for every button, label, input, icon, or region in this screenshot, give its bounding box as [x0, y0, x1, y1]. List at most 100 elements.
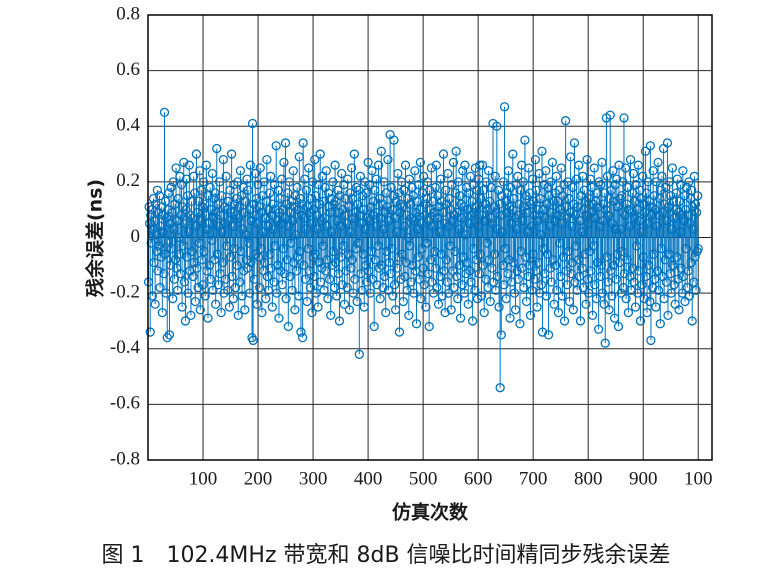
stem-marker	[240, 196, 251, 206]
stem-marker	[208, 285, 218, 295]
stem-marker	[349, 149, 359, 159]
stem-marker	[341, 218, 352, 229]
stem-marker	[252, 299, 262, 309]
stem-marker	[233, 177, 243, 187]
stem-marker	[536, 280, 547, 290]
stem-marker	[213, 280, 224, 290]
stem-marker	[438, 149, 449, 159]
stem-marker	[393, 168, 403, 179]
stem-marker	[246, 257, 256, 268]
stem-marker	[305, 282, 315, 293]
stem-marker	[225, 252, 236, 262]
stem-marker	[575, 316, 586, 326]
stem-marker	[177, 302, 187, 312]
stem-marker	[505, 182, 516, 193]
stem-marker	[620, 163, 631, 173]
stem-marker	[410, 166, 420, 176]
stem-marker	[448, 157, 459, 168]
stem-marker	[690, 252, 700, 262]
stem-marker	[169, 274, 180, 284]
stem-marker	[628, 168, 638, 179]
stem-marker	[589, 163, 599, 173]
stem-marker	[338, 205, 348, 215]
stem-marker	[300, 274, 311, 284]
stem-marker	[674, 196, 685, 206]
stem-marker	[475, 160, 485, 170]
stem-marker	[249, 274, 259, 284]
stem-marker	[474, 269, 484, 279]
stem-marker	[285, 271, 295, 282]
stem-marker	[376, 146, 386, 156]
stem-marker	[456, 213, 467, 223]
stem-marker	[630, 196, 640, 206]
stem-marker	[569, 138, 580, 148]
stem-marker	[496, 330, 506, 340]
stem-marker	[551, 260, 561, 270]
stem-marker	[399, 185, 409, 195]
stem-marker	[341, 266, 351, 276]
stem-marker	[513, 274, 523, 284]
stem-marker	[242, 174, 252, 184]
stem-marker	[197, 255, 207, 265]
stem-marker	[652, 266, 663, 276]
stem-marker	[600, 338, 610, 348]
stem-marker	[328, 246, 339, 257]
stem-marker	[599, 299, 609, 309]
x-axis-label: 仿真次数	[392, 501, 469, 524]
stem-marker	[159, 269, 169, 279]
stem-marker	[608, 260, 619, 270]
stem-marker	[308, 252, 318, 262]
stem-marker	[415, 157, 426, 168]
stem-marker	[180, 316, 191, 326]
stem-marker	[404, 174, 415, 184]
stem-marker	[444, 288, 454, 298]
stem-marker	[553, 307, 564, 318]
stem-marker	[524, 260, 534, 270]
stem-marker	[552, 285, 562, 295]
stem-marker	[682, 182, 692, 193]
stem-marker	[567, 257, 577, 268]
stem-marker	[355, 171, 366, 181]
stem-marker	[425, 185, 435, 195]
stem-marker	[633, 288, 643, 298]
stem-marker	[226, 149, 237, 159]
stem-marker	[645, 141, 656, 151]
stem-marker	[460, 160, 470, 170]
stem-marker	[494, 302, 504, 312]
stem-marker	[587, 182, 597, 193]
stem-marker	[188, 271, 198, 282]
stem-marker	[481, 177, 492, 187]
stem-marker	[152, 185, 163, 195]
stem-marker	[400, 160, 411, 170]
stem-marker	[262, 154, 272, 165]
stem-marker	[436, 174, 446, 184]
stem-marker	[297, 332, 308, 343]
stem-marker	[619, 113, 629, 123]
stem-marker	[455, 313, 466, 323]
stem-marker	[298, 138, 308, 148]
x-tick-label: 400	[354, 468, 383, 489]
stem-marker	[290, 305, 300, 315]
stem-marker	[155, 282, 165, 293]
stem-marker	[498, 260, 508, 270]
stem-marker	[264, 188, 275, 198]
stem-marker	[296, 327, 306, 337]
stem-marker	[179, 157, 189, 168]
stem-marker	[259, 177, 269, 187]
stem-marker	[326, 310, 336, 321]
stem-marker	[310, 154, 320, 165]
stem-marker	[638, 171, 648, 181]
stem-marker	[578, 282, 588, 293]
stem-marker	[362, 277, 372, 287]
stem-marker	[479, 307, 489, 318]
stem-marker	[389, 135, 399, 145]
stem-marker	[687, 316, 697, 326]
stem-marker	[321, 166, 331, 176]
stem-marker	[247, 118, 258, 129]
stem-marker	[675, 180, 686, 190]
stem-marker	[302, 202, 313, 212]
stem-marker	[218, 257, 228, 268]
stem-marker	[272, 288, 282, 298]
stem-marker	[623, 182, 633, 193]
stem-marker	[363, 157, 373, 168]
